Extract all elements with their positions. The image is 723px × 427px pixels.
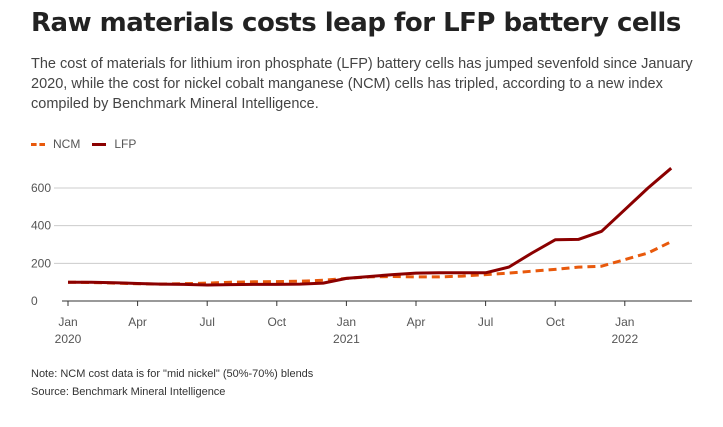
y-tick-label: 600 bbox=[31, 181, 51, 195]
x-tick-label: Jan bbox=[58, 315, 77, 329]
x-tick-label: Jul bbox=[200, 315, 215, 329]
chart-note: Note: NCM cost data is for "mid nickel" … bbox=[31, 368, 314, 380]
chart-title: Raw materials costs leap for LFP battery… bbox=[31, 8, 681, 38]
series-line-lfp bbox=[68, 167, 673, 287]
y-tick-label: 400 bbox=[31, 219, 51, 233]
x-tick-label: Oct bbox=[267, 315, 286, 329]
chart-subtitle: The cost of materials for lithium iron p… bbox=[31, 56, 693, 112]
legend: NCM LFP bbox=[31, 137, 136, 151]
x-tick-label: Jul bbox=[478, 315, 493, 329]
y-tick-label: 200 bbox=[31, 256, 51, 270]
x-tick-label: Apr bbox=[128, 315, 147, 329]
x-tick-year-label: 2021 bbox=[333, 332, 360, 346]
legend-label-lfp: LFP bbox=[114, 137, 137, 151]
x-tick-label: Apr bbox=[407, 315, 426, 329]
x-tick-label: Oct bbox=[546, 315, 565, 329]
x-tick-label: Jan bbox=[615, 315, 634, 329]
x-tick-label: Jan bbox=[337, 315, 356, 329]
legend-swatch-ncm bbox=[31, 142, 45, 146]
chart-source: Source: Benchmark Mineral Intelligence bbox=[31, 386, 226, 398]
x-tick-year-label: 2022 bbox=[611, 332, 638, 346]
x-tick-year-label: 2020 bbox=[55, 332, 82, 346]
legend-swatch-lfp bbox=[92, 142, 107, 146]
legend-label-ncm: NCM bbox=[53, 137, 81, 151]
y-tick-label: 0 bbox=[31, 294, 38, 308]
